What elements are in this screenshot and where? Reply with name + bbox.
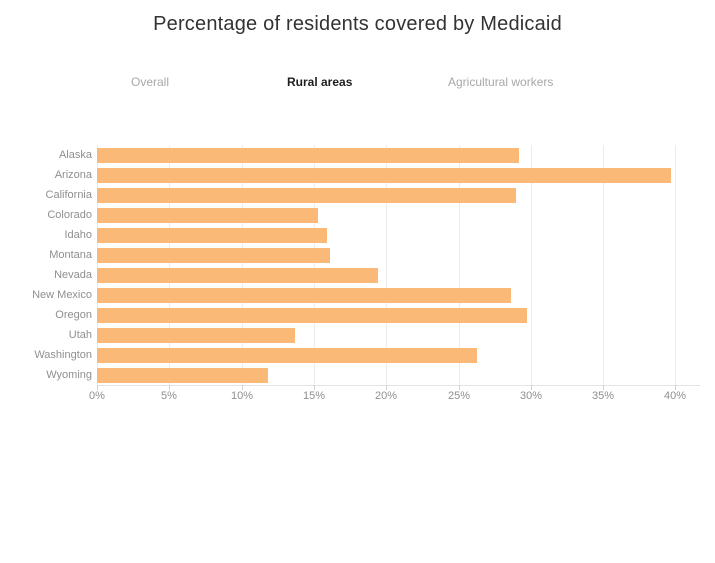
x-tick-label-25%: 25% (447, 390, 471, 402)
x-tick-label-0%: 0% (89, 390, 105, 402)
x-tick-40% (675, 385, 676, 390)
x-tick-25% (459, 385, 460, 390)
x-tick-label-20%: 20% (374, 390, 398, 402)
row-label-alaska: Alaska (58, 149, 92, 161)
row-label-wyoming: Wyoming (46, 369, 92, 381)
tab-overall[interactable]: Overall (131, 75, 170, 89)
x-tick-20% (386, 385, 387, 390)
bar-colorado[interactable] (97, 207, 319, 223)
x-tick-5% (169, 385, 170, 390)
row-label-washington: Washington (34, 349, 92, 361)
gridline-30% (531, 145, 532, 385)
gridline-20% (386, 145, 387, 385)
bar-alaska[interactable] (97, 147, 520, 163)
chart-title: Percentage of residents covered by Medic… (153, 13, 562, 35)
plot-area (97, 145, 700, 385)
gridline-5% (169, 145, 170, 385)
row-label-idaho: Idaho (64, 229, 92, 241)
row-label-arizona: Arizona (54, 169, 92, 181)
x-tick-label-5%: 5% (161, 390, 177, 402)
x-tick-35% (603, 385, 604, 390)
x-axis-line (97, 385, 700, 386)
bar-idaho[interactable] (97, 227, 327, 243)
bar-wyoming[interactable] (97, 367, 268, 383)
bar-montana[interactable] (97, 247, 330, 263)
tab-agricultural-workers[interactable]: Agricultural workers (448, 75, 554, 89)
gridline-40% (675, 145, 676, 385)
gridline-35% (603, 145, 604, 385)
row-label-nevada: Nevada (54, 269, 92, 281)
gridline-10% (242, 145, 243, 385)
row-label-new-mexico: New Mexico (32, 289, 92, 301)
bar-new-mexico[interactable] (97, 287, 511, 303)
bar-utah[interactable] (97, 327, 296, 343)
x-tick-label-10%: 10% (230, 390, 254, 402)
gridline-0% (97, 145, 98, 385)
row-label-colorado: Colorado (47, 209, 92, 221)
gridline-15% (314, 145, 315, 385)
x-tick-label-15%: 15% (302, 390, 326, 402)
row-label-oregon: Oregon (55, 309, 92, 321)
x-tick-label-30%: 30% (519, 390, 543, 402)
x-tick-30% (531, 385, 532, 390)
x-tick-15% (314, 385, 315, 390)
bar-california[interactable] (97, 187, 517, 203)
x-tick-0% (97, 385, 98, 390)
x-tick-label-35%: 35% (591, 390, 615, 402)
x-tick-10% (242, 385, 243, 390)
row-label-montana: Montana (49, 249, 92, 261)
bar-arizona[interactable] (97, 167, 672, 183)
x-tick-label-40%: 40% (663, 390, 687, 402)
gridline-25% (459, 145, 460, 385)
tab-rural-areas[interactable]: Rural areas (287, 75, 353, 89)
bar-oregon[interactable] (97, 307, 527, 323)
row-label-utah: Utah (68, 329, 92, 341)
bar-washington[interactable] (97, 347, 478, 363)
row-label-california: California (45, 189, 92, 201)
bar-nevada[interactable] (97, 267, 378, 283)
